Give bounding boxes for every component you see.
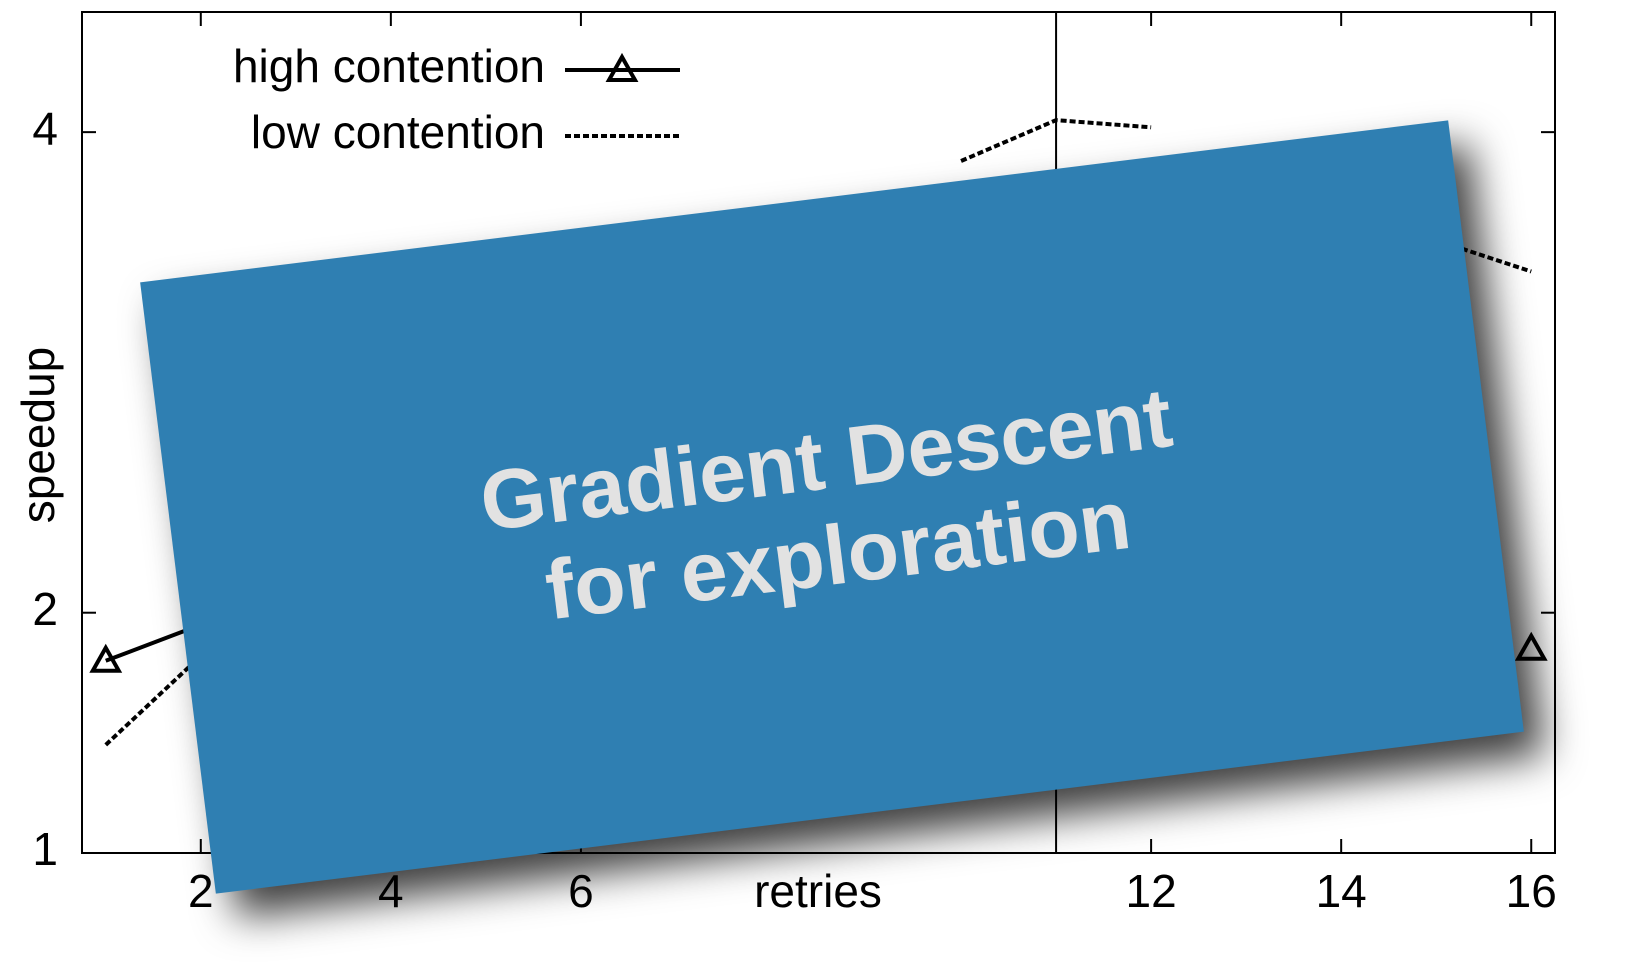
y-tick-label: 2	[32, 583, 58, 635]
x-axis-label: retries	[754, 865, 882, 917]
y-axis-label: speedup	[12, 347, 64, 524]
y-tick-label: 4	[32, 102, 58, 154]
x-tick-label: 14	[1316, 865, 1367, 917]
y-tick-label: 1	[32, 823, 58, 875]
x-tick-label: 12	[1126, 865, 1177, 917]
x-tick-label: 2	[188, 865, 214, 917]
marker	[1518, 636, 1544, 659]
legend-label: low contention	[251, 106, 545, 158]
legend-label: high contention	[233, 40, 545, 92]
x-tick-label: 6	[568, 865, 594, 917]
x-tick-label: 16	[1506, 865, 1557, 917]
page: retries speedup 246121416124high content…	[0, 0, 1643, 966]
